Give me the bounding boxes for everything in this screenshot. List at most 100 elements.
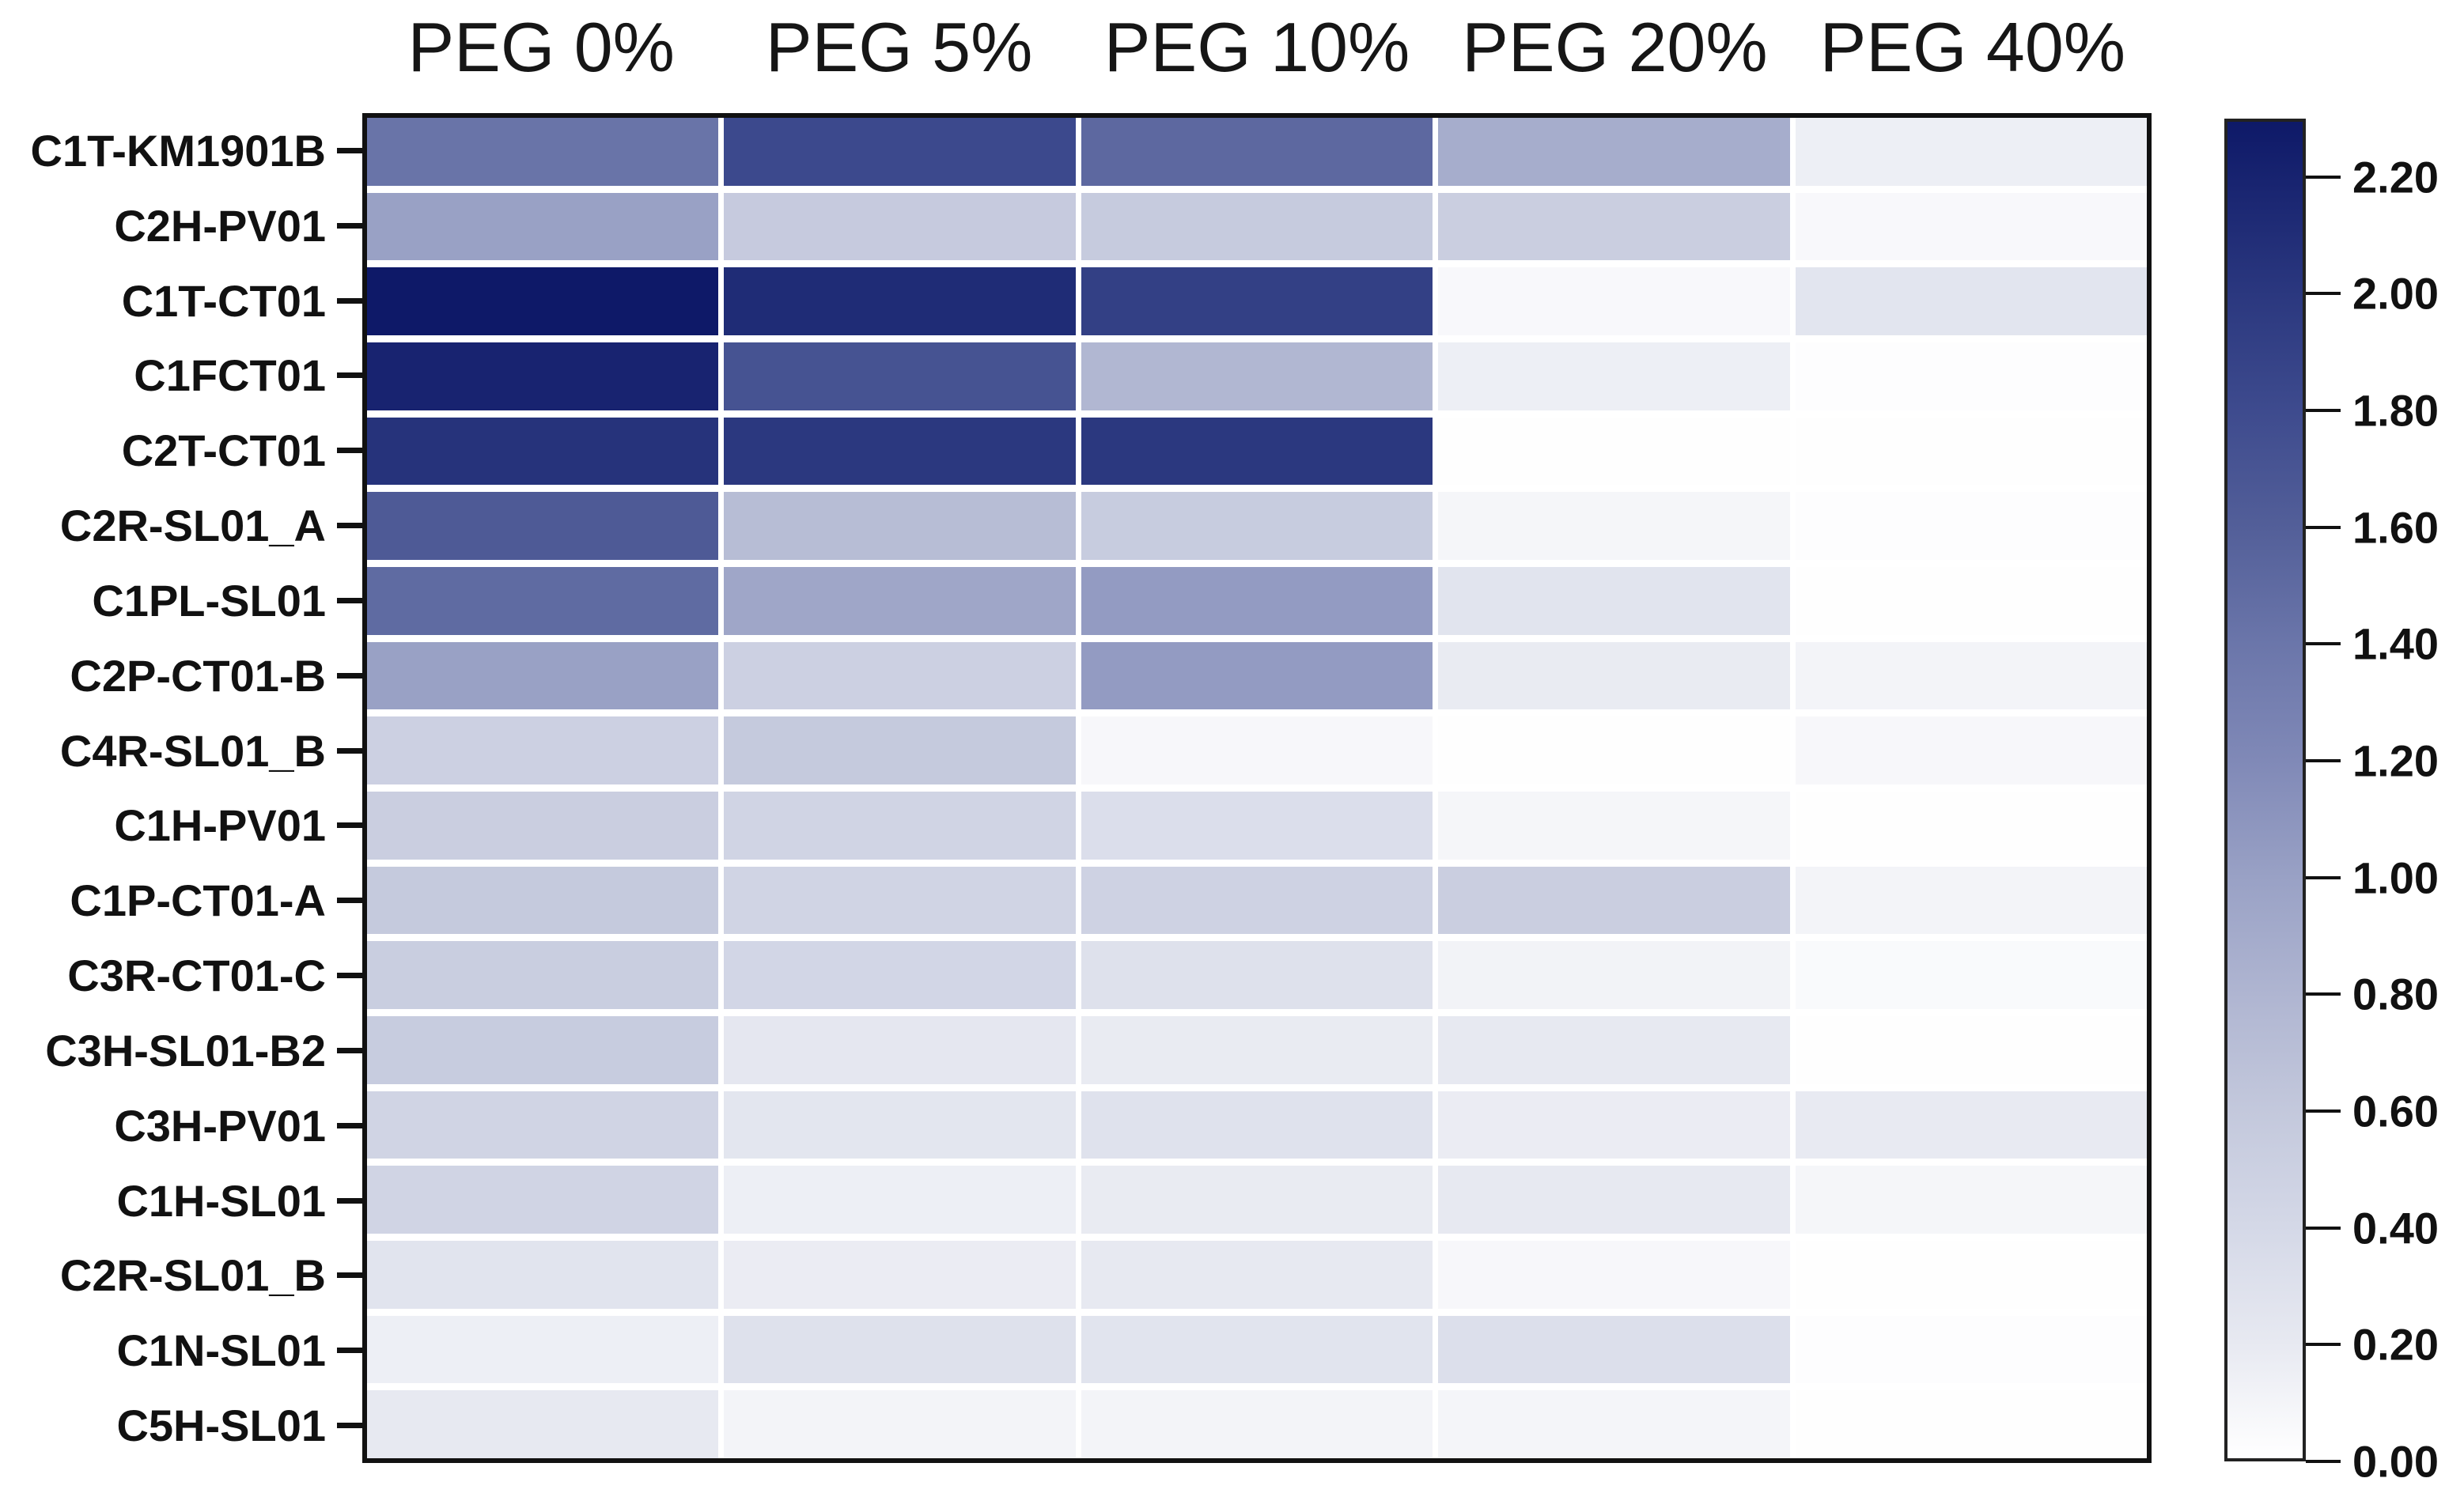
colorbar-gradient xyxy=(2224,119,2306,1461)
y-axis-tick xyxy=(337,1348,362,1354)
y-axis-tick xyxy=(337,973,362,979)
y-axis-tick xyxy=(337,147,362,153)
heatmap-cell xyxy=(1795,1240,2147,1309)
heatmap-cell xyxy=(1438,866,1790,935)
colorbar-tick xyxy=(2306,1226,2341,1230)
heatmap-cell xyxy=(1438,1390,1790,1458)
colorbar-tick xyxy=(2306,1343,2341,1347)
row-label-row: C2R-SL01_A xyxy=(0,488,362,563)
heatmap-cell xyxy=(367,1390,719,1458)
y-axis-tick xyxy=(337,597,362,603)
colorbar-tick xyxy=(2306,409,2341,413)
colorbar-tick xyxy=(2306,759,2341,763)
heatmap-cell xyxy=(1081,566,1433,635)
heatmap-cell xyxy=(1081,192,1433,261)
row-label-11: C3R-CT01-C xyxy=(67,951,326,1001)
row-label-row: C4R-SL01_B xyxy=(0,713,362,788)
heatmap-cell xyxy=(1795,791,2147,860)
row-label-row: C2H-PV01 xyxy=(0,188,362,263)
y-axis-tick xyxy=(337,672,362,679)
y-axis-tick xyxy=(337,1047,362,1053)
row-label-15: C2R-SL01_B xyxy=(59,1250,326,1301)
row-label-row: C2T-CT01 xyxy=(0,413,362,488)
heatmap-cell xyxy=(367,941,719,1009)
heatmap-cell xyxy=(724,492,1076,560)
heatmap-cell xyxy=(1438,1166,1790,1234)
column-headers: PEG 0% PEG 5% PEG 10% PEG 20% PEG 40% xyxy=(362,0,2152,95)
row-label-7: C2P-CT01-B xyxy=(70,650,326,701)
heatmap-cell xyxy=(1438,118,1790,186)
row-label-row: C1FCT01 xyxy=(0,338,362,413)
heatmap-cell xyxy=(367,492,719,560)
heatmap-grid xyxy=(362,113,2152,1463)
colorbar-tick xyxy=(2306,1110,2341,1113)
heatmap-cell xyxy=(1438,417,1790,486)
heatmap-cell xyxy=(367,1015,719,1084)
row-label-9: C1H-PV01 xyxy=(114,800,326,851)
heatmap-cell xyxy=(367,1091,719,1159)
row-label-16: C1N-SL01 xyxy=(116,1325,326,1376)
heatmap-cell xyxy=(1081,866,1433,935)
heatmap-cell xyxy=(1081,342,1433,410)
row-label-row: C1T-CT01 xyxy=(0,263,362,338)
row-label-row: C3H-SL01-B2 xyxy=(0,1013,362,1088)
row-label-row: C1N-SL01 xyxy=(0,1313,362,1388)
heatmap-cell xyxy=(1438,941,1790,1009)
y-axis-tick xyxy=(337,898,362,904)
heatmap-cell xyxy=(724,791,1076,860)
y-axis-tick xyxy=(337,1272,362,1279)
heatmap-cell xyxy=(367,1315,719,1384)
heatmap-cell xyxy=(1795,192,2147,261)
heatmap-cell xyxy=(1081,492,1433,560)
heatmap-cell xyxy=(1081,1091,1433,1159)
y-axis-tick xyxy=(337,523,362,529)
heatmap-cell xyxy=(724,866,1076,935)
row-label-8: C4R-SL01_B xyxy=(59,725,326,776)
heatmap-cell xyxy=(1795,1315,2147,1384)
heatmap-cell xyxy=(724,342,1076,410)
heatmap-cell xyxy=(724,641,1076,710)
row-label-17: C5H-SL01 xyxy=(116,1400,326,1450)
colorbar-tick-label: 1.80 xyxy=(2352,385,2439,436)
colorbar-tick xyxy=(2306,642,2341,646)
heatmap-cell xyxy=(367,342,719,410)
heatmap-cell xyxy=(1438,192,1790,261)
heatmap-cell xyxy=(1795,492,2147,560)
colorbar-tick-label: 1.60 xyxy=(2352,502,2439,553)
heatmap-cell xyxy=(1795,1390,2147,1458)
colorbar-tick-label: 1.20 xyxy=(2352,735,2439,786)
row-label-5: C2R-SL01_A xyxy=(59,501,326,551)
heatmap-cell xyxy=(1795,866,2147,935)
heatmap-cell xyxy=(1438,1315,1790,1384)
heatmap-cell xyxy=(1438,267,1790,335)
heatmap-cell xyxy=(367,118,719,186)
y-axis-tick xyxy=(337,747,362,754)
row-label-row: C2P-CT01-B xyxy=(0,638,362,713)
heatmap-cell xyxy=(724,1240,1076,1309)
heatmap-cell xyxy=(1081,941,1433,1009)
colorbar-tick-label: 2.00 xyxy=(2352,268,2439,319)
heatmap-cell xyxy=(724,118,1076,186)
y-axis-tick xyxy=(337,1122,362,1128)
row-label-row: C3R-CT01-C xyxy=(0,938,362,1013)
column-header-0: PEG 0% xyxy=(407,8,675,86)
heatmap-cell xyxy=(1081,641,1433,710)
row-label-13: C3H-PV01 xyxy=(114,1100,326,1151)
row-label-0: C1T-KM1901B xyxy=(30,125,326,176)
row-label-row: C1H-PV01 xyxy=(0,788,362,863)
y-axis-tick xyxy=(337,448,362,454)
heatmap-cell xyxy=(1081,1240,1433,1309)
heatmap-cell xyxy=(724,1015,1076,1084)
heatmap-cell xyxy=(724,267,1076,335)
colorbar-tick xyxy=(2306,292,2341,296)
row-label-3: C1FCT01 xyxy=(134,350,326,401)
row-label-row: C3H-PV01 xyxy=(0,1088,362,1163)
heatmap-cell xyxy=(1438,492,1790,560)
colorbar-tick xyxy=(2306,1460,2341,1463)
heatmap-cell xyxy=(1795,716,2147,784)
heatmap-cell xyxy=(1081,1015,1433,1084)
heatmap-cell xyxy=(724,941,1076,1009)
colorbar-tick-label: 1.40 xyxy=(2352,618,2439,669)
heatmap-cell xyxy=(1081,791,1433,860)
